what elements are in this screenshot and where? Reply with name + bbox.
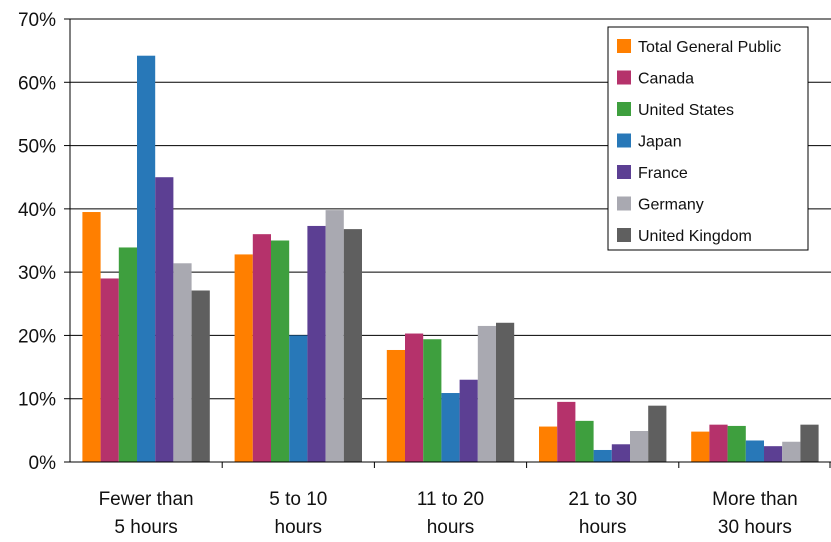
bar-germany	[782, 441, 801, 462]
x-category-label: 11 to 20	[417, 489, 484, 510]
x-category-label: 5 hours	[114, 517, 177, 538]
bar-france	[611, 444, 630, 462]
bar-united-states	[423, 339, 442, 462]
y-tick-label: 50%	[18, 137, 56, 158]
bar-united-states	[271, 240, 290, 462]
legend-swatch	[617, 70, 631, 85]
x-category-label: hours	[579, 517, 627, 538]
bar-germany	[325, 210, 344, 462]
bar-total-general-public	[539, 426, 558, 462]
bar-united-states	[727, 425, 746, 462]
legend-label: Canada	[638, 71, 694, 88]
bar-total-general-public	[691, 431, 710, 462]
axes	[64, 18, 831, 468]
legend-label: Japan	[638, 134, 682, 151]
legend-label: United Kingdom	[638, 228, 752, 245]
y-tick-label: 70%	[18, 10, 56, 31]
bar-japan	[593, 449, 612, 462]
bar-canada	[557, 401, 576, 462]
bar-canada	[252, 234, 271, 462]
bar-germany	[173, 263, 192, 462]
bars	[82, 55, 819, 462]
legend-label: France	[638, 165, 688, 182]
legend: Total General Public Canada United States J…	[607, 26, 809, 251]
bar-united-kingdom	[800, 424, 819, 462]
bar-france	[307, 225, 326, 462]
legend-swatch	[617, 39, 631, 53]
bar-canada	[709, 424, 728, 462]
legend-swatch	[617, 165, 631, 179]
x-category-label: Fewer than	[99, 489, 194, 510]
bar-united-kingdom	[343, 229, 362, 462]
legend-swatch	[617, 102, 631, 116]
bar-france	[459, 379, 478, 462]
y-tick-label: 20%	[18, 326, 56, 347]
bar-united-kingdom	[496, 322, 515, 462]
x-category-label: hours	[427, 517, 475, 538]
bar-france	[155, 177, 174, 462]
bar-japan	[441, 393, 460, 462]
bar-japan	[289, 335, 308, 462]
axis-labels: 0% 10% 20% 30% 40% 50% 60% 70% Fewer than 5 hours…	[18, 10, 798, 538]
bar-united-kingdom	[648, 405, 667, 462]
bar-canada	[405, 333, 424, 462]
x-category-label: More than	[712, 489, 798, 510]
bar-france	[764, 446, 783, 462]
y-tick-label: 0%	[29, 453, 57, 474]
bar-united-states	[575, 420, 594, 462]
x-category-label: 30 hours	[718, 517, 792, 538]
bar-canada	[100, 278, 119, 462]
bar-united-kingdom	[191, 290, 210, 462]
x-category-label: 21 to 30	[568, 489, 637, 510]
legend-swatch	[617, 133, 631, 148]
bar-germany	[477, 325, 496, 462]
y-tick-label: 10%	[18, 390, 56, 411]
legend-label: Germany	[638, 197, 704, 214]
legend-label: United States	[638, 102, 734, 119]
legend-box	[607, 26, 809, 251]
legend-label: Total General Public	[638, 39, 781, 56]
bar-total-general-public	[234, 254, 253, 462]
y-tick-label: 30%	[18, 263, 56, 284]
bar-japan	[137, 55, 156, 462]
bar-united-states	[118, 247, 137, 462]
legend-swatch	[617, 196, 631, 211]
y-tick-label: 60%	[18, 73, 56, 94]
legend-swatch	[617, 228, 631, 242]
x-category-label: 5 to 10	[269, 489, 327, 510]
bar-germany	[630, 430, 649, 462]
bar-japan	[745, 440, 764, 462]
y-tick-label: 40%	[18, 200, 56, 221]
bar-total-general-public	[82, 212, 101, 462]
bar-total-general-public	[386, 349, 405, 462]
x-category-label: hours	[275, 517, 323, 538]
